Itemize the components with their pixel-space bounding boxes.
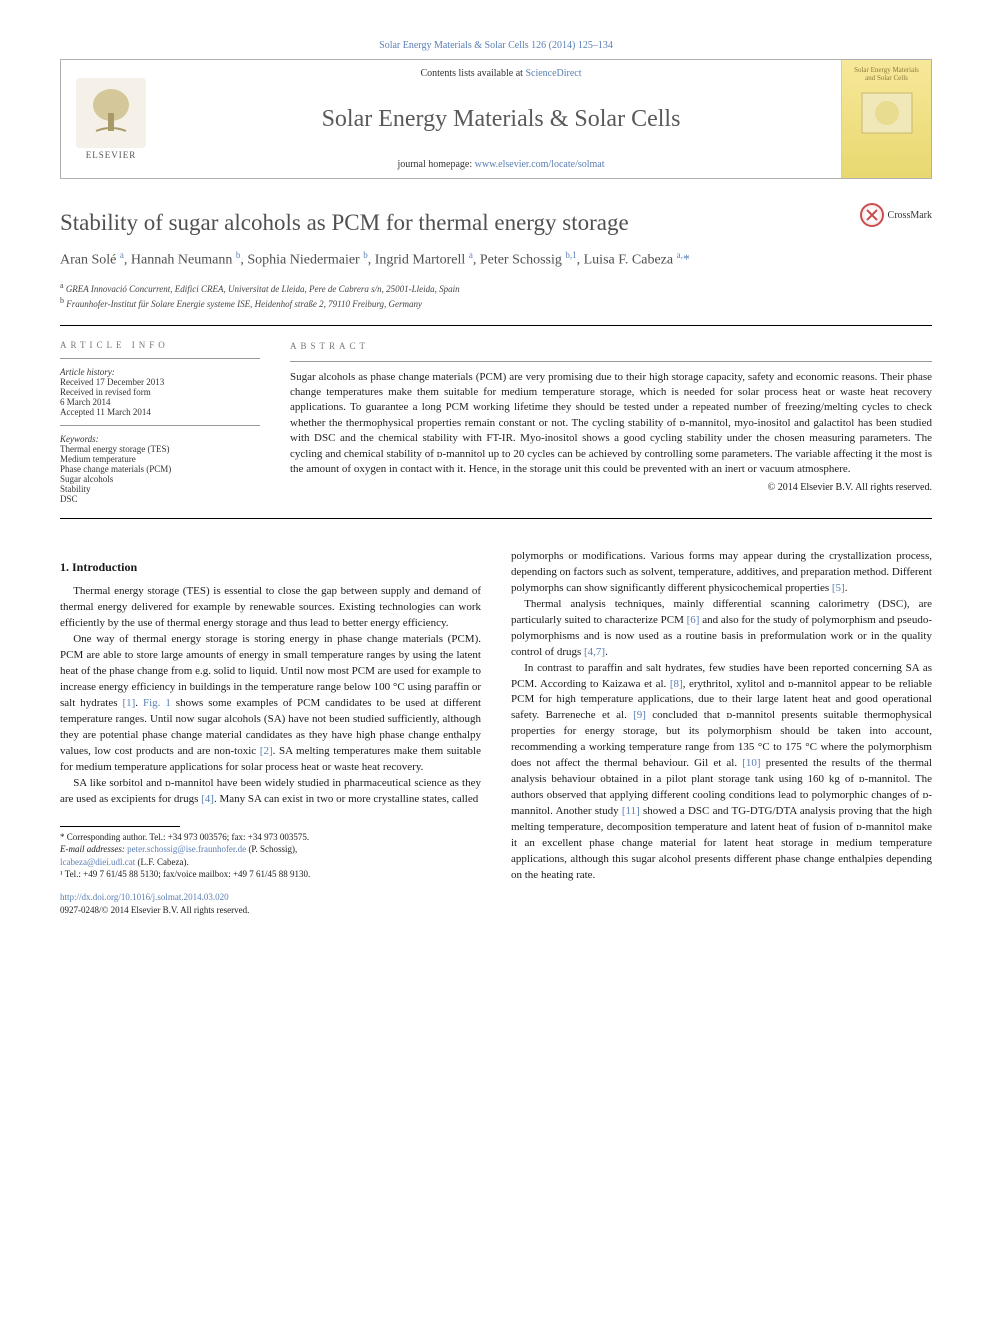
crossmark-badge[interactable]: CrossMark	[860, 203, 932, 227]
email-link[interactable]: lcabeza@diei.udl.cat	[60, 857, 135, 867]
email-link[interactable]: peter.schossig@ise.fraunhofer.de	[127, 844, 246, 854]
history-line: Received in revised form	[60, 387, 260, 397]
cover-line2: and Solar Cells	[865, 74, 908, 82]
intro-paragraph: One way of thermal energy storage is sto…	[60, 632, 481, 775]
crossmark-icon	[860, 203, 884, 227]
keyword: Thermal energy storage (TES)	[60, 444, 260, 454]
emails-label: E-mail addresses:	[60, 844, 127, 854]
contents-prefix: Contents lists available at	[420, 68, 525, 79]
body-paragraph: polymorphs or modifications. Various for…	[511, 549, 932, 597]
email-who: (P. Schossig),	[246, 844, 297, 854]
keyword: DSC	[60, 494, 260, 504]
keyword: Phase change materials (PCM)	[60, 464, 260, 474]
contents-lists-line: Contents lists available at ScienceDirec…	[420, 68, 581, 79]
email-who: (L.F. Cabeza).	[135, 857, 189, 867]
doi-link[interactable]: http://dx.doi.org/10.1016/j.solmat.2014.…	[60, 892, 229, 902]
abstract-column: ABSTRACT Sugar alcohols as phase change …	[290, 340, 932, 504]
corresponding-author-note: * Corresponding author. Tel.: +34 973 00…	[60, 831, 481, 844]
keyword: Medium temperature	[60, 454, 260, 464]
breadcrumb: Solar Energy Materials & Solar Cells 126…	[60, 40, 932, 51]
journal-cover-thumbnail: Solar Energy Materials and Solar Cells	[841, 60, 931, 178]
divider	[60, 325, 932, 326]
article-info-heading: ARTICLE INFO	[60, 340, 260, 350]
divider	[60, 518, 932, 519]
homepage-prefix: journal homepage:	[397, 159, 474, 170]
affiliations: a GREA Innovació Concurrent, Edifici CRE…	[60, 280, 932, 311]
crossmark-label: CrossMark	[888, 210, 932, 221]
body-paragraph: Thermal analysis techniques, mainly diff…	[511, 597, 932, 661]
abstract-text: Sugar alcohols as phase change materials…	[290, 370, 932, 478]
cover-line1: Solar Energy Materials	[854, 66, 919, 74]
body-paragraph: In contrast to paraffin and salt hydrate…	[511, 661, 932, 884]
journal-header: ELSEVIER Contents lists available at Sci…	[60, 59, 932, 179]
footnotes-block: * Corresponding author. Tel.: +34 973 00…	[60, 826, 481, 881]
article-title: Stability of sugar alcohols as PCM for t…	[60, 209, 932, 237]
email-addresses-2: lcabeza@diei.udl.cat (L.F. Cabeza).	[60, 856, 481, 869]
homepage-link[interactable]: www.elsevier.com/locate/solmat	[475, 159, 605, 170]
keyword: Sugar alcohols	[60, 474, 260, 484]
abstract-heading: ABSTRACT	[290, 340, 932, 353]
header-center: Contents lists available at ScienceDirec…	[161, 60, 841, 178]
journal-title: Solar Energy Materials & Solar Cells	[322, 106, 681, 133]
issn-copyright-line: 0927-0248/© 2014 Elsevier B.V. All right…	[60, 904, 481, 917]
history-line: Accepted 11 March 2014	[60, 407, 260, 417]
keyword: Stability	[60, 484, 260, 494]
affiliation-a: a GREA Innovació Concurrent, Edifici CRE…	[60, 280, 932, 296]
footnote-1: ¹ Tel.: +49 7 61/45 88 5130; fax/voice m…	[60, 868, 481, 881]
affiliation-b: b Fraunhofer-Institut für Solare Energie…	[60, 295, 932, 311]
elsevier-logo: ELSEVIER	[61, 60, 161, 178]
breadcrumb-journal-link[interactable]: Solar Energy Materials & Solar Cells	[379, 40, 529, 51]
intro-paragraph: Thermal energy storage (TES) is essentia…	[60, 584, 481, 632]
elsevier-label: ELSEVIER	[86, 150, 137, 160]
body-two-columns: 1. Introduction Thermal energy storage (…	[60, 549, 932, 917]
elsevier-tree-icon	[76, 78, 146, 148]
history-line: 6 March 2014	[60, 397, 260, 407]
article-info-column: ARTICLE INFO Article history: Received 1…	[60, 340, 260, 504]
section-heading-introduction: 1. Introduction	[60, 559, 481, 576]
history-line: Received 17 December 2013	[60, 377, 260, 387]
keywords-label: Keywords:	[60, 434, 260, 444]
sciencedirect-link[interactable]: ScienceDirect	[525, 68, 581, 79]
homepage-line: journal homepage: www.elsevier.com/locat…	[397, 159, 604, 170]
email-addresses: E-mail addresses: peter.schossig@ise.fra…	[60, 843, 481, 856]
breadcrumb-citation: 126 (2014) 125–134	[529, 40, 613, 51]
intro-paragraph: SA like sorbitol and ᴅ-mannitol have bee…	[60, 776, 481, 808]
doi-block: http://dx.doi.org/10.1016/j.solmat.2014.…	[60, 891, 481, 917]
authors-list: Aran Solé a, Hannah Neumann b, Sophia Ni…	[60, 249, 932, 270]
article-history-label: Article history:	[60, 367, 260, 377]
abstract-copyright: © 2014 Elsevier B.V. All rights reserved…	[290, 481, 932, 495]
